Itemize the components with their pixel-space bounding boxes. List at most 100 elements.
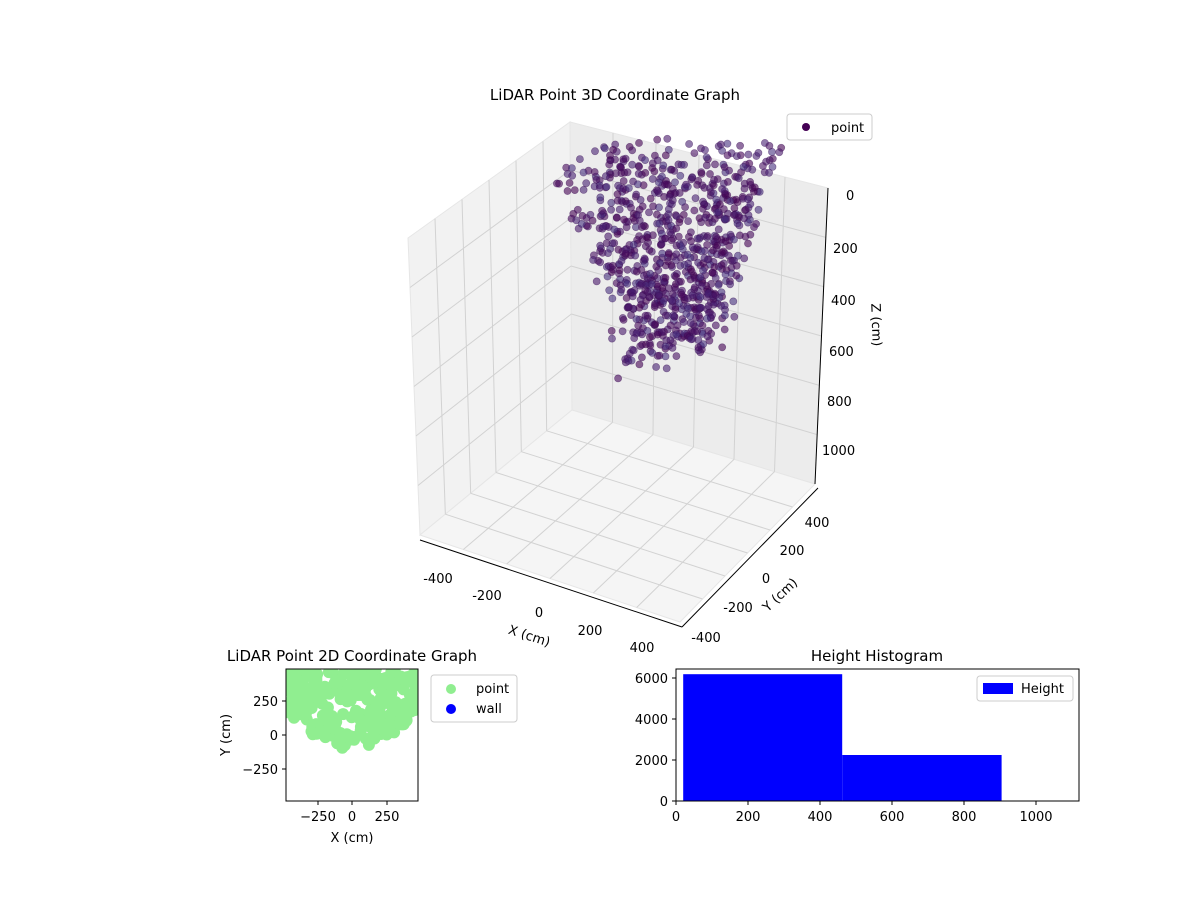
cloud-point <box>632 190 641 199</box>
cloud-point <box>570 186 579 194</box>
cloud-point <box>678 197 687 206</box>
cloud-point <box>667 261 676 270</box>
cloud-point <box>615 205 624 214</box>
cloud-point <box>702 153 711 162</box>
cloud-point <box>765 141 774 150</box>
cloud-point <box>617 285 626 294</box>
scatter-point <box>287 686 299 699</box>
cloud-point <box>666 321 675 330</box>
cloud-point <box>635 139 643 147</box>
cloud-point <box>604 249 612 257</box>
z-tick-label: 400 <box>831 294 856 309</box>
cloud-point <box>714 225 723 234</box>
cloud-point <box>661 342 670 351</box>
x-tick-label: -400 <box>423 572 453 587</box>
cloud-point <box>637 279 646 288</box>
cloud-point <box>596 183 604 192</box>
y-tick-label: 0 <box>660 795 668 810</box>
cloud-point <box>711 214 719 223</box>
x-tick-label: 400 <box>630 641 655 656</box>
cloud-point <box>730 235 738 244</box>
scatter-point <box>286 670 296 683</box>
cloud-point <box>653 210 661 219</box>
cloud-point <box>703 232 712 240</box>
cloud-point <box>672 224 681 233</box>
cloud-point <box>688 173 697 182</box>
cloud-point <box>598 206 606 215</box>
scatter-point <box>362 714 375 727</box>
legend-label-height: Height <box>1021 682 1064 697</box>
cloud-point <box>568 164 576 172</box>
cloud-point <box>592 277 601 286</box>
cloud-point <box>666 336 675 345</box>
cloud-point <box>596 193 605 202</box>
cloud-point <box>720 205 728 213</box>
cloud-point <box>612 169 620 178</box>
z-axis-line <box>814 187 829 485</box>
cloud-point <box>632 315 641 323</box>
chart-2d: LiDAR Point 2D Coordinate Graph −250 0 2… <box>219 647 518 846</box>
cloud-point <box>619 315 628 324</box>
cloud-point <box>695 303 704 312</box>
cloud-point <box>653 135 662 144</box>
cloud-point <box>672 352 681 360</box>
histogram-title: Height Histogram <box>811 647 943 665</box>
scatter-point <box>354 669 367 677</box>
cloud-point <box>667 165 676 174</box>
cloud-point <box>576 155 584 163</box>
y-tick-label: -400 <box>691 631 721 646</box>
cloud-point <box>638 353 646 362</box>
cloud-point <box>697 281 706 290</box>
cloud-point <box>635 303 644 312</box>
cloud-point <box>696 293 705 301</box>
cloud-point <box>658 249 667 258</box>
scatter-point <box>304 670 317 683</box>
cloud-point <box>680 318 688 326</box>
grid-line <box>542 141 548 431</box>
cloud-point <box>611 155 619 164</box>
cloud-point <box>683 250 692 259</box>
cloud-point <box>573 205 582 214</box>
cloud-point <box>690 206 699 215</box>
cloud-point <box>643 287 652 296</box>
scatter-point <box>304 681 317 694</box>
cloud-point <box>599 222 608 231</box>
scatter-point <box>299 708 312 721</box>
cloud-point <box>704 289 713 298</box>
cloud-point <box>662 364 671 373</box>
cloud-point <box>698 321 707 330</box>
histogram-bar <box>842 755 1002 801</box>
cloud-point <box>673 321 682 330</box>
cloud-point <box>730 312 739 321</box>
cloud-point <box>635 162 643 171</box>
cloud-point <box>710 175 718 184</box>
cloud-point <box>625 184 633 192</box>
cloud-point <box>724 177 732 186</box>
cloud-point <box>675 218 684 227</box>
z-ticks-3d: 0 200 400 600 800 1000 <box>822 189 858 459</box>
cloud-point <box>645 208 653 217</box>
cloud-point <box>663 134 672 143</box>
x-tick-label: 200 <box>736 810 761 825</box>
scatter-point <box>368 732 381 745</box>
cloud-point <box>723 139 732 148</box>
cloud-point <box>607 268 616 276</box>
point-region-2d <box>286 669 418 754</box>
cloud-point <box>706 170 714 178</box>
x-axis-label-2d: X (cm) <box>331 831 374 846</box>
x-axis-line <box>419 539 683 628</box>
cloud-point <box>669 311 678 320</box>
cloud-point <box>592 175 601 184</box>
cloud-point <box>643 326 652 335</box>
cloud-point <box>613 190 622 199</box>
cloud-point <box>720 325 729 334</box>
cloud-point <box>721 270 730 279</box>
cloud-point <box>652 363 660 371</box>
cloud-point <box>704 302 713 310</box>
x-tick-label: 1000 <box>1019 810 1052 825</box>
legend-3d: point <box>786 113 873 141</box>
cloud-point <box>754 205 763 214</box>
z-tick-label: 800 <box>827 395 852 410</box>
cloud-point <box>730 211 738 219</box>
